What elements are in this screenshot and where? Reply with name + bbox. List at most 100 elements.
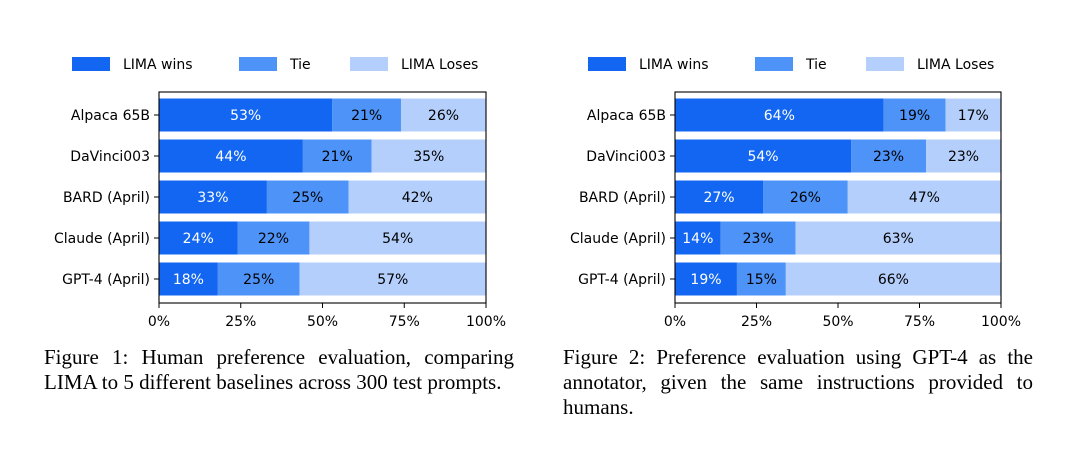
bar-segment bbox=[348, 180, 486, 214]
chart-gpt4-preference: LIMA wins Tie LIMA Loses 64% 19% 17% Alpaca 65… bbox=[570, 57, 1021, 330]
y-tick-label: Alpaca 65B bbox=[71, 108, 150, 124]
legend-swatch-lima-wins bbox=[588, 57, 626, 71]
bar-segment bbox=[159, 98, 333, 132]
bar-segment bbox=[159, 221, 238, 255]
bar-segment bbox=[785, 262, 1001, 296]
y-tick-label: DaVinci003 bbox=[70, 149, 150, 165]
chart-human-preference: LIMA wins Tie LIMA Loses 53% 21% 26% Alpaca 65… bbox=[54, 57, 506, 330]
bar-data-label: 25% bbox=[292, 190, 323, 206]
bar-data-label: 19% bbox=[899, 108, 930, 124]
bar-segment bbox=[302, 139, 372, 173]
x-tick-label: 50% bbox=[307, 314, 338, 330]
bar-segment bbox=[371, 139, 486, 173]
bar-segment bbox=[675, 180, 764, 214]
y-tick-label: GPT-4 (April) bbox=[578, 272, 666, 288]
x-tick-label: 75% bbox=[389, 314, 420, 330]
y-tick-label: BARD (April) bbox=[579, 190, 666, 206]
bar-segment bbox=[309, 221, 486, 255]
bar-segment bbox=[217, 262, 300, 296]
bar-segment bbox=[299, 262, 486, 296]
bar-data-label: 23% bbox=[948, 149, 979, 165]
y-tick-label: Alpaca 65B bbox=[587, 108, 666, 124]
bar-segment bbox=[720, 221, 796, 255]
legend-label: LIMA wins bbox=[639, 57, 709, 73]
figure-2-caption: Figure 2: Preference evaluation using GP… bbox=[563, 345, 1033, 419]
bar-segment bbox=[675, 139, 852, 173]
legend-swatch-lima-loses bbox=[866, 57, 904, 71]
legend: LIMA wins Tie LIMA Loses bbox=[588, 57, 994, 73]
bar-data-label: 47% bbox=[909, 190, 940, 206]
bar-data-label: 24% bbox=[183, 231, 214, 247]
bar-data-label: 27% bbox=[703, 190, 734, 206]
bar-data-label: 66% bbox=[878, 272, 909, 288]
bar-data-label: 17% bbox=[958, 108, 989, 124]
bar-data-label: 21% bbox=[351, 108, 382, 124]
bar-segment bbox=[400, 98, 486, 132]
figure-1-caption: Figure 1: Human preference evaluation, c… bbox=[44, 345, 514, 394]
legend-swatch-tie bbox=[755, 57, 793, 71]
bar-data-label: 42% bbox=[402, 190, 433, 206]
bar-segment bbox=[159, 262, 218, 296]
bar-data-label: 44% bbox=[215, 149, 246, 165]
bar-data-label: 18% bbox=[173, 272, 204, 288]
bar-data-label: 54% bbox=[382, 231, 413, 247]
x-tick-label: 0% bbox=[664, 314, 686, 330]
bar-segment bbox=[883, 98, 946, 132]
legend-label: Tie bbox=[805, 57, 827, 73]
legend-label: LIMA wins bbox=[123, 57, 193, 73]
x-tick-label: 0% bbox=[148, 314, 170, 330]
bar-segment bbox=[847, 180, 1001, 214]
bar-data-label: 21% bbox=[322, 149, 353, 165]
x-tick-label: 25% bbox=[741, 314, 772, 330]
figure-2: LIMA wins Tie LIMA Loses 64% 19% 17% Alpaca 65… bbox=[533, 0, 1065, 466]
bar-data-label: 33% bbox=[197, 190, 228, 206]
bar-segment bbox=[159, 139, 303, 173]
y-tick-label: Claude (April) bbox=[54, 231, 150, 247]
bar-segment bbox=[945, 98, 1001, 132]
x-tick-label: 25% bbox=[225, 314, 256, 330]
x-tick-label: 100% bbox=[466, 314, 506, 330]
bar-data-label: 53% bbox=[230, 108, 261, 124]
bar-segment bbox=[159, 180, 267, 214]
y-tick-label: GPT-4 (April) bbox=[62, 272, 150, 288]
bar-segment bbox=[237, 221, 310, 255]
bar-data-label: 57% bbox=[377, 272, 408, 288]
y-tick-label: BARD (April) bbox=[63, 190, 150, 206]
bar-data-label: 26% bbox=[790, 190, 821, 206]
bar-data-label: 25% bbox=[243, 272, 274, 288]
bar-segment bbox=[795, 221, 1001, 255]
bar-data-label: 23% bbox=[873, 149, 904, 165]
bar-data-label: 14% bbox=[682, 231, 713, 247]
legend-label: Tie bbox=[289, 57, 311, 73]
bar-segment bbox=[763, 180, 848, 214]
legend-label: LIMA Loses bbox=[917, 57, 994, 73]
bar-segment bbox=[675, 221, 721, 255]
y-tick-label: DaVinci003 bbox=[586, 149, 666, 165]
legend-swatch-lima-loses bbox=[350, 57, 388, 71]
bar-segment bbox=[926, 139, 1001, 173]
bar-data-label: 22% bbox=[258, 231, 289, 247]
bar-data-label: 26% bbox=[428, 108, 459, 124]
x-tick-label: 100% bbox=[981, 314, 1021, 330]
bar-segment bbox=[736, 262, 786, 296]
bar-segment bbox=[332, 98, 401, 132]
x-tick-label: 75% bbox=[904, 314, 935, 330]
bar-data-label: 23% bbox=[743, 231, 774, 247]
bar-data-label: 63% bbox=[883, 231, 914, 247]
figure-1: LIMA wins Tie LIMA Loses 53% 21% 26% Alpaca 65… bbox=[0, 0, 532, 466]
bar-segment bbox=[675, 98, 884, 132]
bar-data-label: 54% bbox=[747, 149, 778, 165]
legend: LIMA wins Tie LIMA Loses bbox=[72, 57, 478, 73]
bar-data-label: 15% bbox=[746, 272, 777, 288]
bar-segment bbox=[851, 139, 927, 173]
bar-segment bbox=[675, 262, 737, 296]
bar-data-label: 19% bbox=[690, 272, 721, 288]
legend-swatch-lima-wins bbox=[72, 57, 110, 71]
bar-data-label: 35% bbox=[413, 149, 444, 165]
bar-segment bbox=[266, 180, 349, 214]
legend-swatch-tie bbox=[239, 57, 277, 71]
x-tick-label: 50% bbox=[822, 314, 853, 330]
legend-label: LIMA Loses bbox=[401, 57, 478, 73]
y-tick-label: Claude (April) bbox=[570, 231, 666, 247]
bar-data-label: 64% bbox=[764, 108, 795, 124]
